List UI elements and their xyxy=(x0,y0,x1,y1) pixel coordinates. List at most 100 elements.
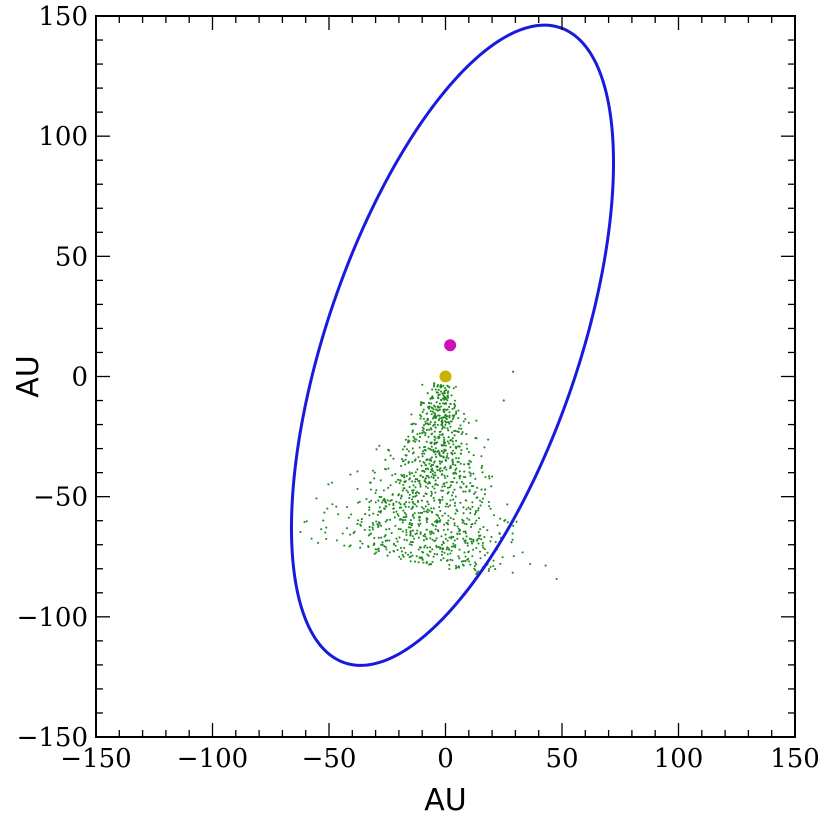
cloud-point xyxy=(446,539,449,542)
cloud-point xyxy=(434,525,438,528)
cloud-point xyxy=(421,452,424,455)
cloud-point xyxy=(444,458,447,461)
cloud-point xyxy=(408,493,411,496)
cloud-point xyxy=(510,541,513,544)
cloud-point xyxy=(452,542,455,545)
cloud-point xyxy=(425,562,428,565)
cloud-point xyxy=(469,508,472,511)
cloud-point xyxy=(400,465,403,468)
cloud-point xyxy=(418,546,421,549)
cloud-point xyxy=(436,441,439,444)
cloud-point xyxy=(442,540,445,544)
cloud-point xyxy=(440,449,443,453)
cloud-point xyxy=(407,505,410,509)
cloud-point xyxy=(395,510,398,513)
cloud-point xyxy=(477,570,480,573)
cloud-point xyxy=(409,551,412,554)
cloud-point xyxy=(422,461,425,464)
cloud-point xyxy=(450,439,453,442)
cloud-point xyxy=(442,436,445,439)
cloud-point xyxy=(391,493,394,496)
cloud-point xyxy=(476,486,479,489)
cloud-point xyxy=(475,419,478,422)
cloud-point xyxy=(439,390,443,393)
cloud-point xyxy=(417,480,420,483)
cloud-point xyxy=(464,560,467,563)
cloud-point xyxy=(480,455,483,458)
cloud-point xyxy=(437,520,440,523)
cloud-point xyxy=(446,475,449,478)
cloud-point xyxy=(403,481,406,484)
cloud-point xyxy=(447,436,450,439)
cloud-point xyxy=(432,476,435,480)
cloud-point xyxy=(452,518,455,521)
cloud-point xyxy=(379,479,382,482)
cloud-point xyxy=(416,433,419,436)
cloud-point xyxy=(447,505,450,508)
cloud-point xyxy=(487,438,490,441)
cloud-point xyxy=(444,423,447,426)
cloud-point xyxy=(447,457,450,460)
cloud-point xyxy=(453,429,456,433)
tick-labels: −150 −100 −50 0 50 100 150 −150 −100 −50 0 50 100 150 xyxy=(17,2,820,774)
cloud-point xyxy=(440,489,443,492)
cloud-point xyxy=(482,546,485,549)
cloud-point xyxy=(469,482,472,485)
cloud-point xyxy=(452,416,455,419)
cloud-point xyxy=(424,485,428,488)
cloud-point xyxy=(428,563,431,566)
cloud-point xyxy=(434,539,437,542)
cloud-point xyxy=(450,531,453,534)
cloud-point xyxy=(440,420,443,423)
cloud-point xyxy=(414,486,417,489)
cloud-point xyxy=(405,533,408,536)
cloud-point xyxy=(462,490,465,493)
cloud-point xyxy=(425,517,428,520)
cloud-point xyxy=(466,542,469,545)
cloud-point xyxy=(392,511,395,514)
cloud-point xyxy=(452,535,455,539)
cloud-point xyxy=(390,532,393,535)
cloud-point xyxy=(499,517,502,520)
cloud-point xyxy=(432,396,435,400)
cloud-point xyxy=(448,422,451,425)
cloud-point xyxy=(430,494,433,497)
cloud-point xyxy=(468,466,471,469)
cloud-point xyxy=(407,526,410,529)
cloud-point xyxy=(462,420,465,423)
cloud-point xyxy=(473,492,476,495)
cloud-point xyxy=(501,556,504,559)
cloud-point xyxy=(331,503,334,506)
cloud-point xyxy=(419,531,422,534)
cloud-point xyxy=(481,497,485,500)
cloud-point xyxy=(498,532,501,535)
cloud-point xyxy=(451,559,454,562)
cloud-point xyxy=(385,548,388,551)
cloud-point xyxy=(434,447,437,450)
cloud-point xyxy=(473,513,476,516)
cloud-point xyxy=(356,519,360,522)
cloud-point xyxy=(347,516,350,519)
cloud-point xyxy=(432,507,436,510)
cloud-point xyxy=(458,532,461,535)
cloud-point xyxy=(416,529,419,532)
cloud-point xyxy=(453,399,457,402)
cloud-point xyxy=(493,514,496,517)
cloud-point xyxy=(454,405,457,408)
cloud-point xyxy=(398,482,401,485)
cloud-point xyxy=(402,483,405,486)
cloud-point xyxy=(483,554,487,557)
cloud-point xyxy=(417,523,420,526)
cloud-point xyxy=(489,507,492,510)
cloud-point xyxy=(446,421,449,424)
cloud-point xyxy=(469,460,472,463)
cloud-point xyxy=(357,501,360,504)
cloud-point xyxy=(427,405,430,408)
cloud-point xyxy=(468,489,471,492)
cloud-point xyxy=(360,518,363,521)
cloud-point xyxy=(448,563,451,566)
cloud-point xyxy=(392,457,395,460)
cloud-point xyxy=(478,550,482,553)
cloud-point xyxy=(418,482,421,485)
cloud-point xyxy=(429,471,432,474)
